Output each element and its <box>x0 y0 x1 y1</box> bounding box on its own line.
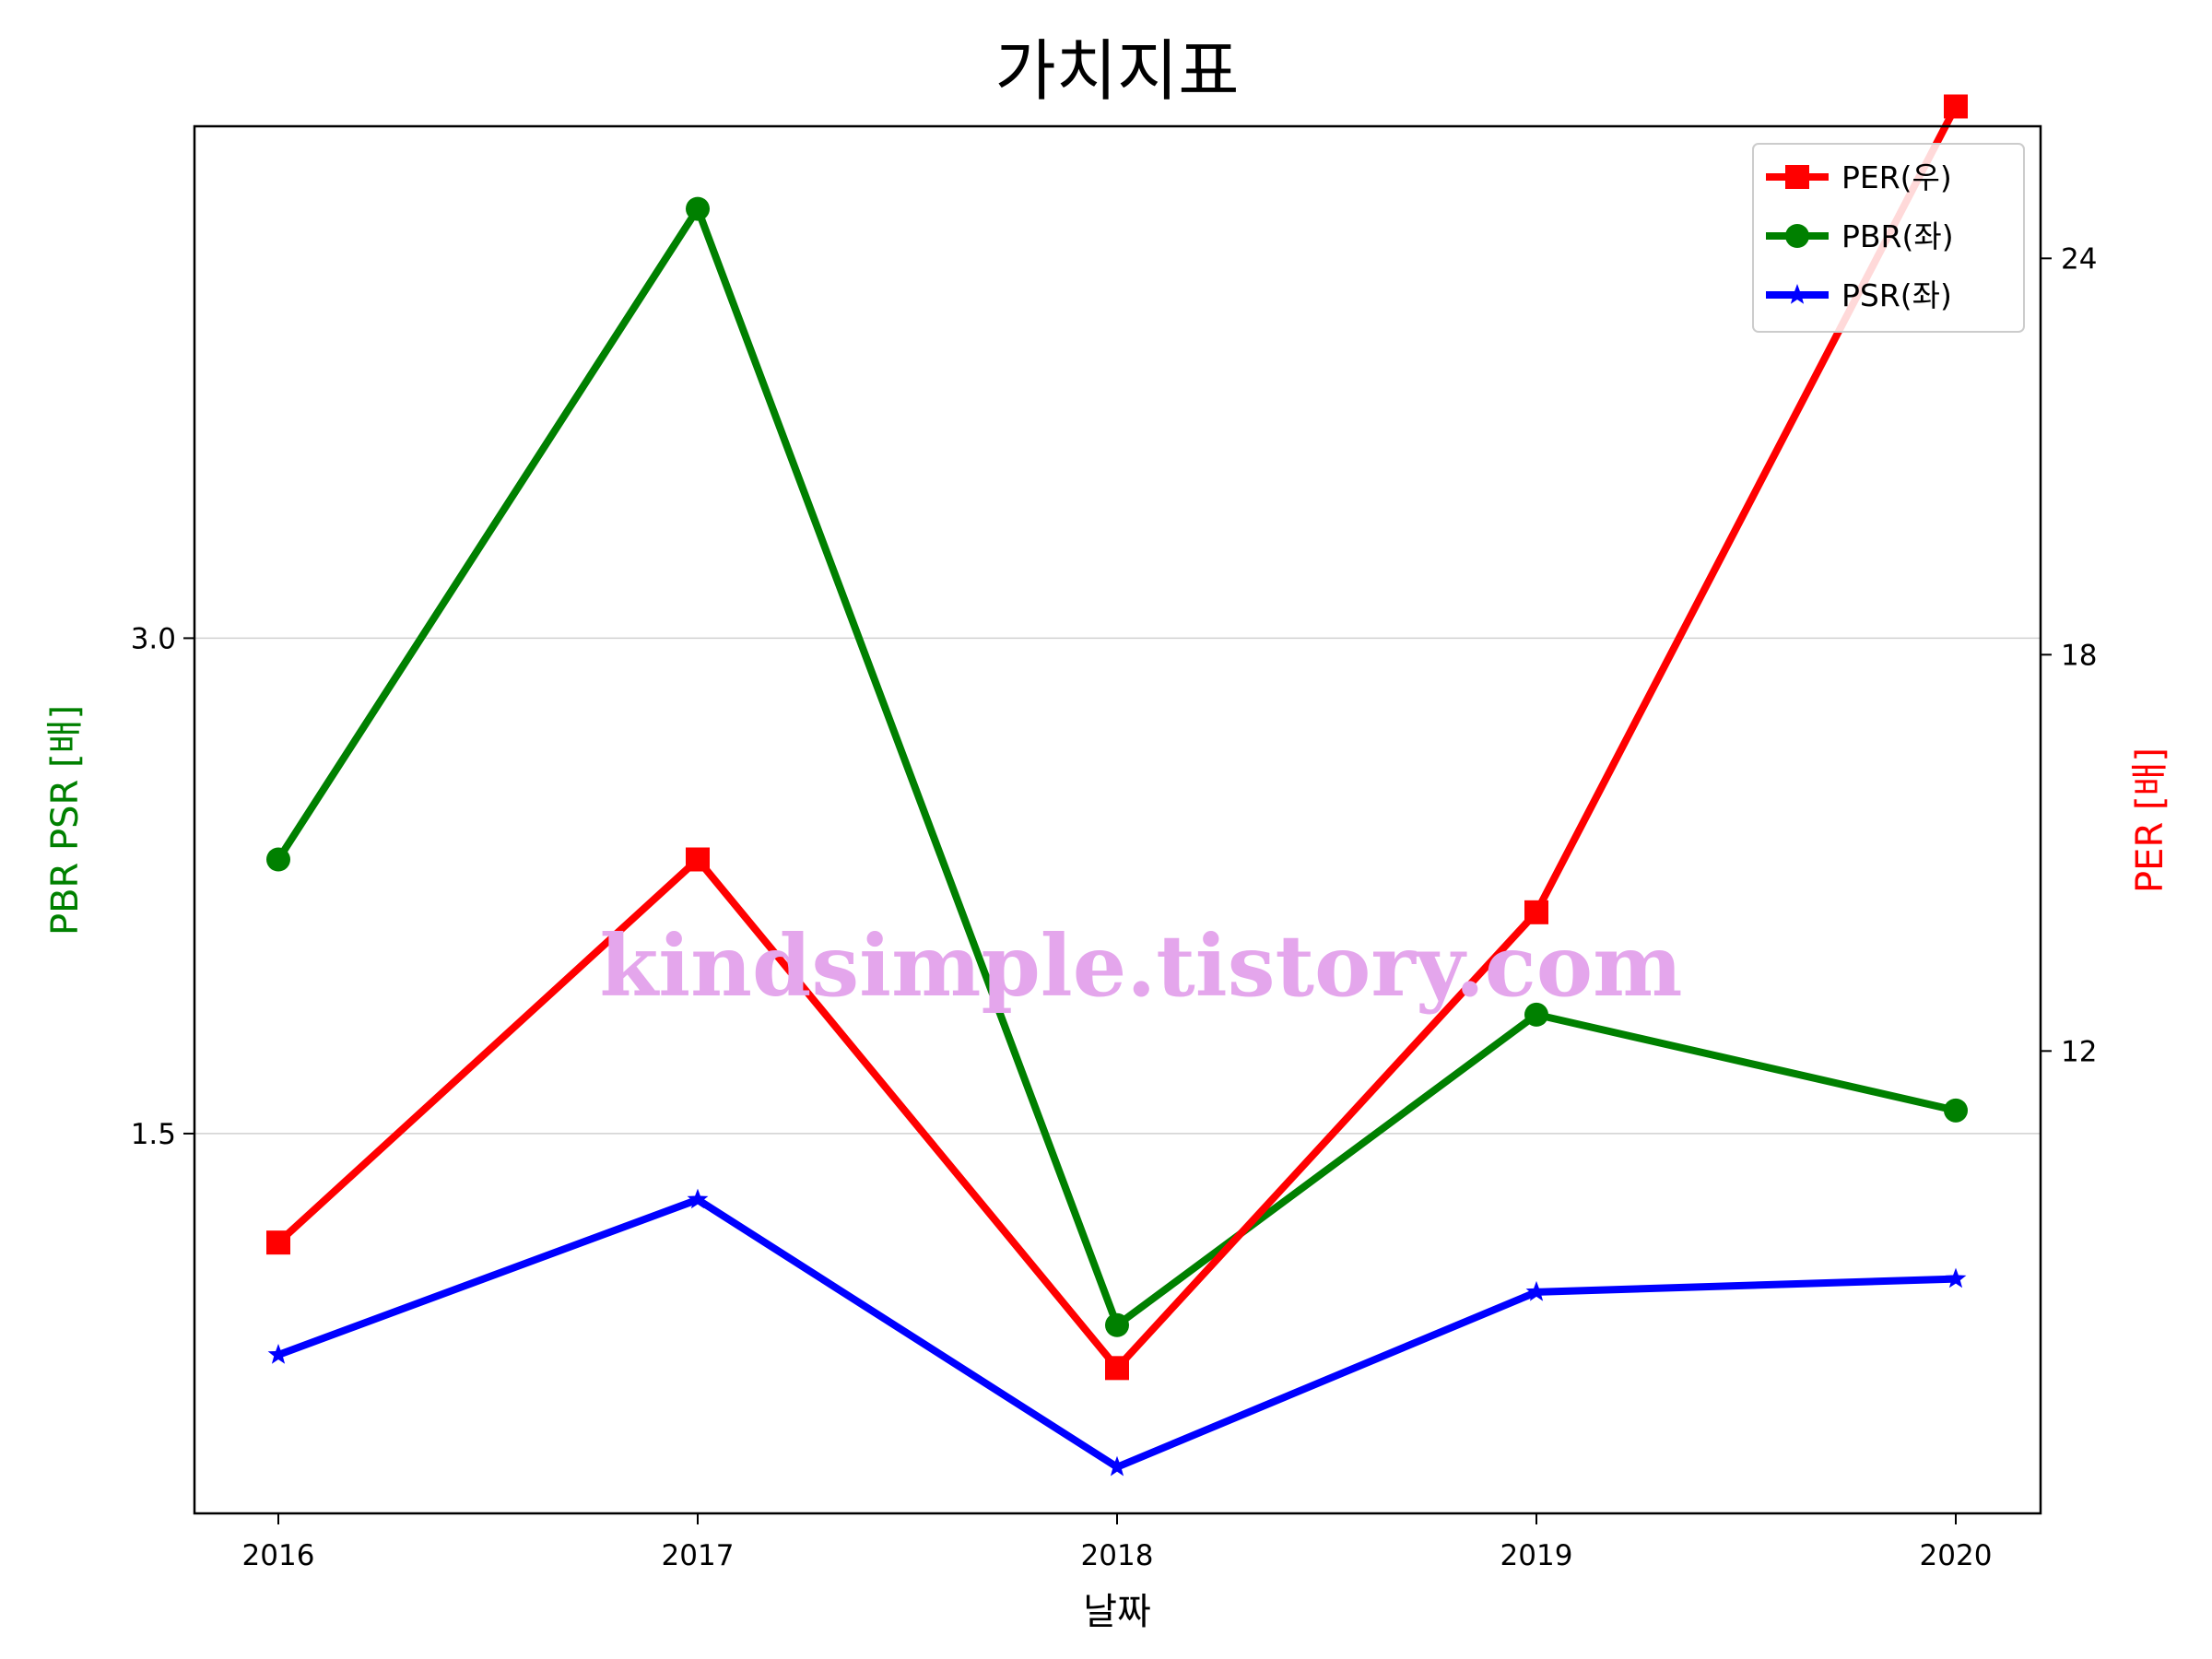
series-1-point-4 <box>1944 1098 1968 1123</box>
series-0-point-0 <box>266 1230 290 1255</box>
series-1-point-2 <box>1105 1312 1129 1337</box>
legend-marker-0 <box>1785 165 1809 189</box>
left-axis-label: PBR PSR [배] <box>44 705 87 935</box>
series-0 <box>266 94 1968 1381</box>
series-0-point-4 <box>1944 94 1968 119</box>
legend-label-2: PSR(좌) <box>1841 277 1952 313</box>
x-tick-label-3: 2019 <box>1500 1539 1573 1572</box>
series-line-1 <box>275 200 1957 1332</box>
right-tick-label-0: 12 <box>2061 1035 2097 1068</box>
x-tick-label-0: 2016 <box>242 1539 315 1572</box>
series-1-point-0 <box>266 847 290 872</box>
x-tick-label-2: 2018 <box>1081 1539 1154 1572</box>
series-line-0 <box>276 104 1959 1374</box>
legend-label-0: PER(우) <box>1841 159 1952 195</box>
series-0-point-2 <box>1105 1356 1129 1381</box>
x-axis: 2016 2017 2018 2019 2020 <box>242 1513 1993 1572</box>
series-group <box>266 94 1968 1477</box>
plot-frame <box>193 124 2042 1515</box>
left-tick-label-0: 1.5 <box>131 1118 176 1151</box>
x-tick-label-1: 2017 <box>662 1539 735 1572</box>
left-tick-label-1: 3.0 <box>131 622 176 655</box>
series-1-point-1 <box>686 196 710 221</box>
chart-title: 가치지표 <box>995 32 1240 110</box>
x-axis-label: 날짜 <box>1083 1591 1151 1633</box>
legend-marker-2 <box>1786 284 1808 304</box>
legend-box <box>1752 143 2025 333</box>
right-tick-label-2: 24 <box>2061 242 2097 276</box>
legend-label-1: PBR(좌) <box>1841 218 1954 254</box>
series-0-point-1 <box>686 847 710 872</box>
right-axis: 12 18 24 <box>2041 242 2097 1068</box>
x-tick-label-4: 2020 <box>1920 1539 1993 1572</box>
legend: PER(우) PBR(좌) PSR(좌) <box>1752 143 2025 333</box>
series-0-point-3 <box>1524 900 1548 924</box>
series-2-point-1 <box>687 1188 709 1209</box>
series-2-point-2 <box>1106 1455 1128 1477</box>
right-tick-label-1: 18 <box>2061 639 2097 672</box>
left-axis: 1.5 3.0 <box>131 622 194 1151</box>
legend-marker-1 <box>1785 224 1809 248</box>
watermark: kindsimple.tistory.com <box>599 916 1682 1016</box>
right-axis-label: PER [배] <box>2129 747 2171 893</box>
series-2 <box>267 1188 1967 1477</box>
series-2-point-3 <box>1525 1280 1547 1301</box>
series-2-point-0 <box>267 1344 289 1364</box>
series-1 <box>266 196 1968 1337</box>
series-1-point-3 <box>1524 1002 1548 1027</box>
series-2-point-4 <box>1945 1267 1967 1288</box>
grid-lines <box>194 637 2041 1135</box>
